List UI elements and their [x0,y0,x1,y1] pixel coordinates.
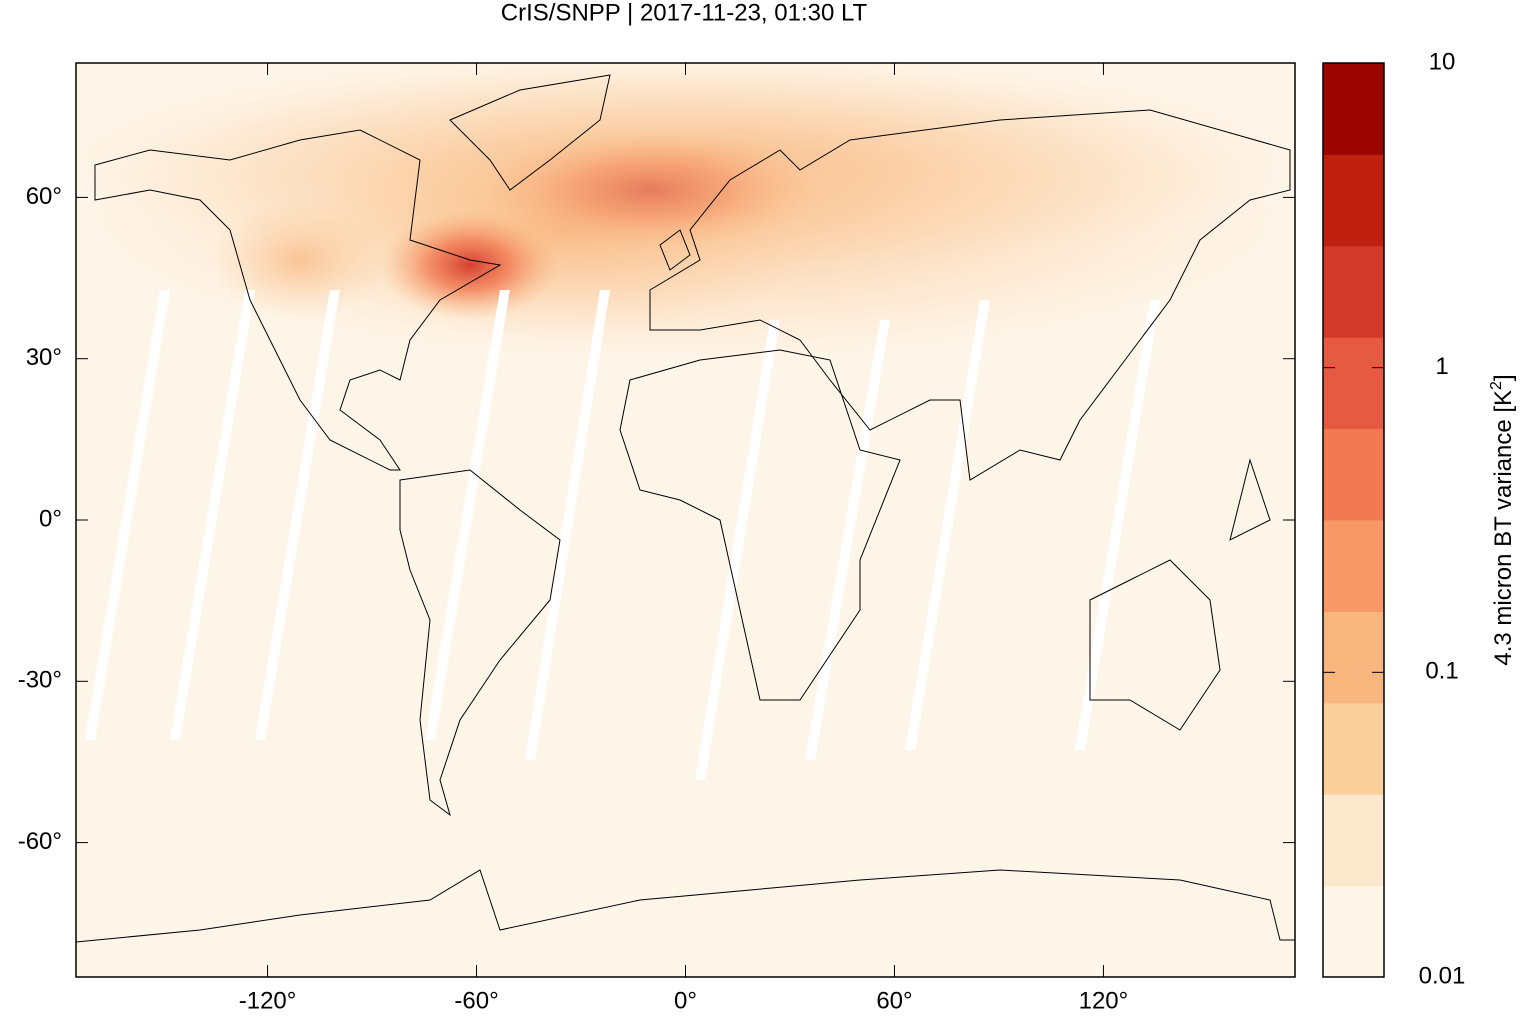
y-tick-label: -60° [18,828,62,855]
x-tick-label: 0° [674,987,697,1014]
orbit-gaps [85,290,1160,780]
y-tick-label: 0° [39,505,62,532]
x-tick-label: 120° [1079,987,1129,1014]
colorbar-tick-label: 10 [1429,48,1456,75]
field-maximum [380,210,560,320]
field-north-atlantic [480,130,820,250]
colorbar-band [1323,337,1384,430]
coastlines [76,74,1295,943]
colorbar-label-sup: 2 [1488,381,1505,390]
colorbar-tick-label: 0.01 [1419,962,1466,989]
colorbar-band [1323,520,1384,612]
colorbar-band [1323,794,1384,887]
colorbar-label-end: ] [1490,374,1517,381]
colorbar-tick-label: 0.1 [1425,658,1458,685]
x-tick-label: -120° [239,987,297,1014]
colorbar-label-text: 4.3 micron BT variance [K [1490,390,1517,666]
colorbar-band [1323,154,1384,247]
map-area [76,63,1295,977]
x-tick-label: -60° [454,987,498,1014]
colorbar-band [1323,885,1384,978]
colorbar-band [1323,702,1384,795]
y-tick-label: 60° [26,183,62,210]
field-north-america [210,200,390,320]
colorbar-tick-label: 1 [1435,353,1448,380]
colorbar-band [1323,245,1384,338]
colorbar-label: 4.3 micron BT variance [K2] [1488,374,1517,665]
map-title: CrIS/SNPP | 2017-11-23, 01:30 LT [501,0,868,26]
colorbar-frame [1322,62,1385,978]
y-tick-label: 30° [26,344,62,371]
colorbar-band [1323,428,1384,521]
colorbar-band [1323,611,1384,704]
colorbar-band [1323,63,1384,155]
x-tick-label: 60° [876,987,912,1014]
y-tick-label: -30° [18,667,62,694]
